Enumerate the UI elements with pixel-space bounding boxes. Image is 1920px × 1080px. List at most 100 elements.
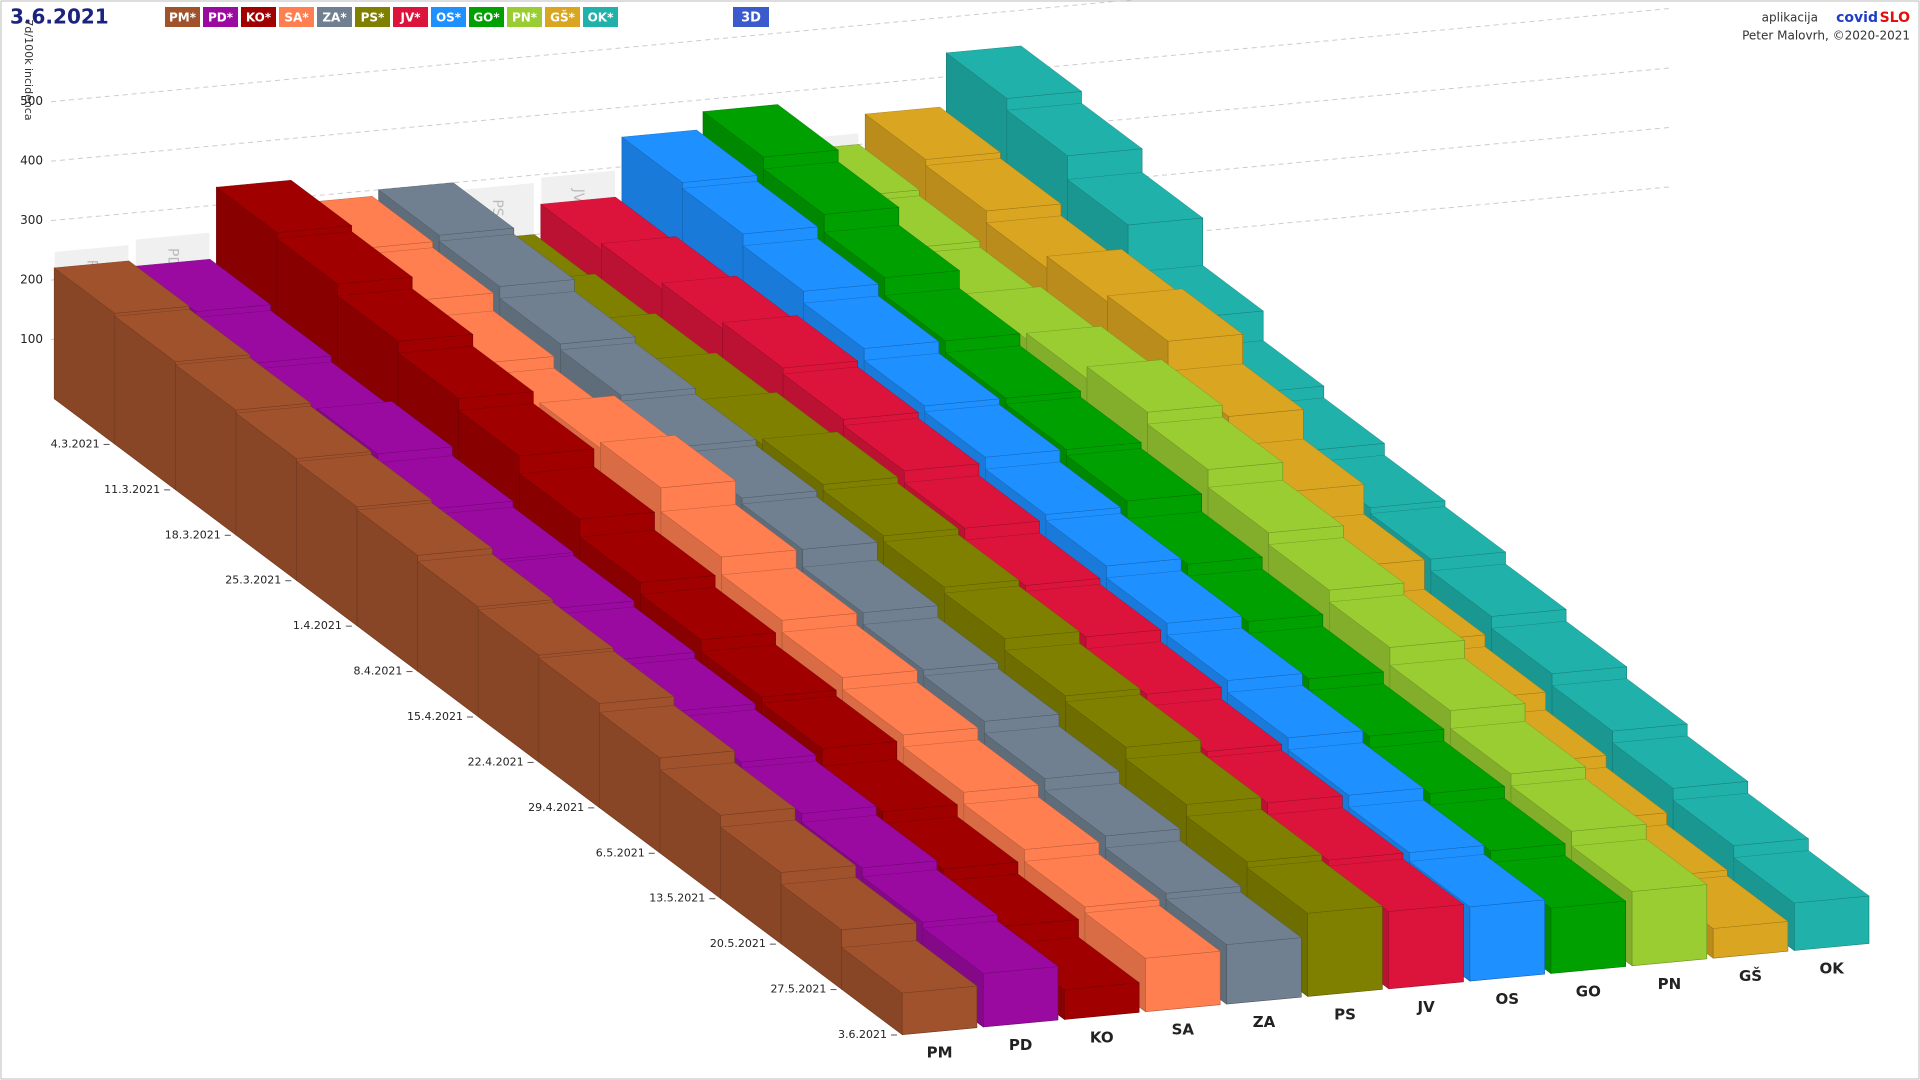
bar-top-face (174, 357, 312, 411)
bar-top-face (1348, 799, 1485, 853)
button-3d-bg[interactable] (733, 7, 769, 27)
legend-swatch[interactable] (469, 7, 504, 27)
bar-front-face (1550, 900, 1626, 974)
bar-top-face (114, 309, 251, 362)
legend-swatch[interactable] (241, 7, 276, 27)
x-tick-label: 25.3.2021 (225, 574, 281, 587)
button-3d-label[interactable]: 3D (741, 11, 761, 26)
grid-line (50, 67, 1674, 222)
legend-swatch[interactable] (431, 7, 466, 27)
bar-top-face (1045, 513, 1182, 567)
bar-top-face (1510, 778, 1647, 832)
bar-top-face (803, 295, 940, 349)
x-tick-label: 3.6.2021 (838, 1028, 887, 1041)
bar-front-face (1145, 950, 1221, 1013)
legend-swatch[interactable] (507, 7, 542, 27)
legend-swatch[interactable] (545, 7, 580, 27)
bar-top-face (53, 260, 190, 314)
bar-top-face (1104, 840, 1242, 894)
legend-swatch[interactable] (355, 7, 390, 27)
legend-button[interactable]: ZA* (317, 7, 352, 27)
x-tick-label: 4.3.2021 (51, 437, 100, 450)
legend-button[interactable]: OS* (431, 7, 466, 27)
legend-label[interactable]: GO* (473, 11, 500, 25)
button-3d[interactable]: 3D (733, 7, 769, 27)
y-tick-label: 100 (20, 332, 43, 346)
legend-button[interactable]: KO* (241, 7, 276, 27)
bar-top-face (922, 920, 1059, 974)
bar-top-face (924, 404, 1061, 458)
bar-top-face (1125, 751, 1262, 805)
bar-top-face (477, 602, 614, 656)
bar-top-face (337, 288, 474, 342)
bar-top-face (782, 366, 919, 420)
bar-top-face (1449, 721, 1587, 775)
bar-top-face (598, 705, 736, 759)
legend-swatch[interactable] (279, 7, 314, 27)
bar-top-face (1287, 742, 1424, 796)
legend-button[interactable]: PS* (355, 7, 390, 27)
legend-swatch[interactable] (165, 7, 200, 27)
x-tick-label: 8.4.2021 (353, 665, 402, 678)
bar-top-face (902, 739, 1039, 793)
legend-label[interactable]: PS* (361, 11, 385, 25)
bar-top-face (659, 762, 796, 816)
legend-swatch[interactable] (583, 7, 618, 27)
legend-label[interactable]: PM* (169, 11, 197, 25)
bar-top-face (215, 179, 353, 233)
bar-top-face (639, 587, 777, 641)
region-label: OS (1495, 990, 1519, 1008)
legend-label[interactable]: OK* (588, 11, 615, 25)
legend-label[interactable]: JV* (399, 11, 421, 25)
legend-label[interactable]: PN* (512, 11, 538, 25)
legend-label[interactable]: GŠ* (550, 10, 575, 25)
bar-top-face (864, 106, 1001, 160)
legend-swatch[interactable] (317, 7, 352, 27)
legend-button[interactable]: PD* (203, 7, 238, 27)
bar-top-face (1227, 685, 1364, 739)
legend-swatch[interactable] (393, 7, 428, 27)
bar-top-face (295, 454, 433, 508)
bar-top-face (903, 475, 1041, 529)
bar-top-face (943, 585, 1081, 639)
x-tick-label: 22.4.2021 (468, 755, 524, 768)
bar-top-face (763, 161, 900, 215)
bar-top-face (397, 345, 534, 399)
legend-button[interactable]: GO* (469, 7, 504, 27)
legend-button[interactable]: PM* (165, 7, 200, 27)
x-tick-label: 20.5.2021 (710, 937, 766, 950)
bar-front-face (1794, 895, 1870, 951)
bar-top-face (681, 181, 819, 235)
legend-button[interactable]: OK* (583, 7, 618, 27)
bar-top-face (1389, 657, 1526, 711)
date-title: 3.6.2021 (10, 5, 109, 29)
legend-label[interactable]: SA* (284, 11, 309, 25)
bar-top-face (1004, 643, 1141, 697)
bar-top-face (720, 567, 858, 621)
bar-top-face (559, 342, 697, 396)
legend-label[interactable]: ZA* (322, 11, 347, 25)
bar-top-face (1086, 359, 1223, 413)
legend-button[interactable]: PN* (507, 7, 542, 27)
bar-front-face (1469, 899, 1545, 982)
bar-top-face (1023, 854, 1161, 908)
bar-top-face (702, 104, 839, 158)
legend-label[interactable]: OS* (436, 11, 462, 25)
bar-top-face (1166, 627, 1303, 681)
bar-front-face (901, 985, 978, 1036)
bar-top-face (1733, 850, 1870, 904)
region-label: GŠ (1739, 966, 1762, 985)
bar-top-face (1006, 102, 1143, 156)
legend-button[interactable]: GŠ* (545, 7, 580, 27)
region-label: PD (1009, 1036, 1032, 1054)
x-tick-label: 15.4.2021 (407, 710, 463, 723)
bar-top-face (983, 725, 1121, 779)
legend-button[interactable]: JV* (393, 7, 428, 27)
bar-top-face (1328, 594, 1466, 648)
legend-button[interactable]: SA* (279, 7, 314, 27)
legend-label[interactable]: PD* (208, 11, 234, 25)
bar-top-face (499, 291, 636, 345)
bar-top-face (841, 940, 978, 994)
legend-label[interactable]: KO* (246, 11, 272, 25)
legend-swatch[interactable] (203, 7, 238, 27)
